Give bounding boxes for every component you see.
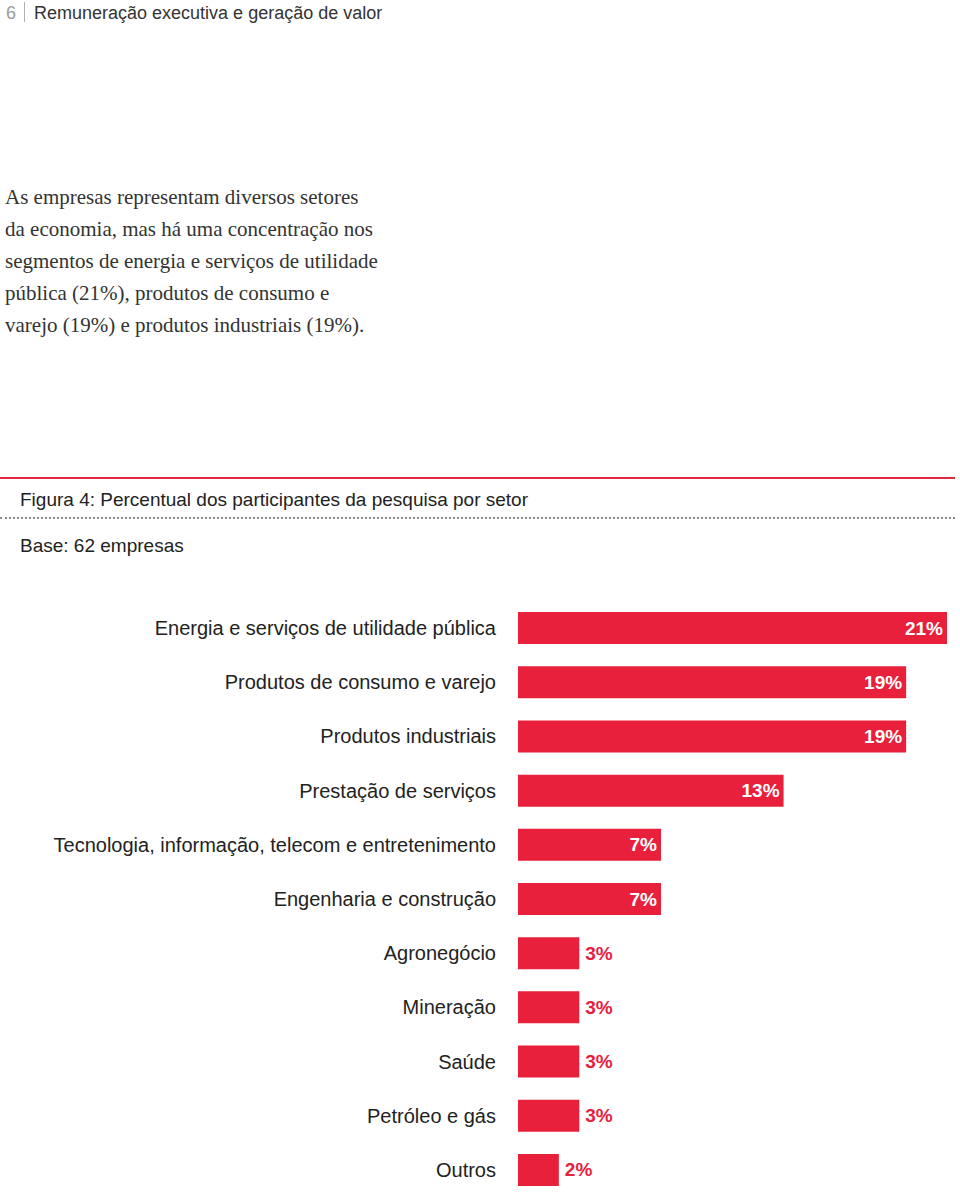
svg-text:7%: 7% xyxy=(630,889,658,910)
svg-text:Energia e serviços de utilidad: Energia e serviços de utilidade pública xyxy=(155,617,497,639)
svg-text:Engenharia e construção: Engenharia e construção xyxy=(274,888,496,910)
svg-text:19%: 19% xyxy=(864,672,902,693)
html-text:As empresas representam divers: As empresas representam diversos setores xyxy=(5,185,359,209)
html-text:6: 6 xyxy=(6,3,16,23)
svg-text:Figura 4: Percentual dos parti: Figura 4: Percentual dos participantes d… xyxy=(20,489,529,510)
svg-text:21%: 21% xyxy=(905,618,943,639)
svg-text:3%: 3% xyxy=(585,997,613,1018)
html-text:pública (21%), produtos de con: pública (21%), produtos de consumo e xyxy=(5,281,330,305)
svg-text:3%: 3% xyxy=(585,1051,613,1072)
svg-text:3%: 3% xyxy=(585,1105,613,1126)
svg-text:Outros: Outros xyxy=(436,1159,496,1181)
html-text:Remuneração executiva e geraçã: Remuneração executiva e geração de valor xyxy=(34,3,383,23)
html-text:da economia, mas há uma concen: da economia, mas há uma concentração nos xyxy=(5,217,373,241)
svg-text:19%: 19% xyxy=(864,726,902,747)
svg-text:Mineração: Mineração xyxy=(403,996,496,1018)
svg-text:Base: 62 empresas: Base: 62 empresas xyxy=(20,535,184,556)
svg-text:Agronegócio: Agronegócio xyxy=(384,942,496,964)
svg-text:2%: 2% xyxy=(565,1159,593,1180)
svg-text:3%: 3% xyxy=(585,943,613,964)
svg-text:7%: 7% xyxy=(630,834,658,855)
svg-text:Petróleo e gás: Petróleo e gás xyxy=(367,1105,496,1127)
html-text:varejo (19%) e produtos indust: varejo (19%) e produtos industriais (19%… xyxy=(5,313,365,337)
svg-text:Saúde: Saúde xyxy=(438,1051,496,1073)
svg-text:13%: 13% xyxy=(742,780,780,801)
svg-text:Produtos de consumo e varejo: Produtos de consumo e varejo xyxy=(225,671,496,693)
svg-text:Prestação de serviços: Prestação de serviços xyxy=(299,780,496,802)
svg-text:Tecnologia, informação, teleco: Tecnologia, informação, telecom e entret… xyxy=(54,834,496,856)
svg-text:Produtos industriais: Produtos industriais xyxy=(320,725,496,747)
html-text:segmentos de energia e serviço: segmentos de energia e serviços de utili… xyxy=(5,249,378,273)
